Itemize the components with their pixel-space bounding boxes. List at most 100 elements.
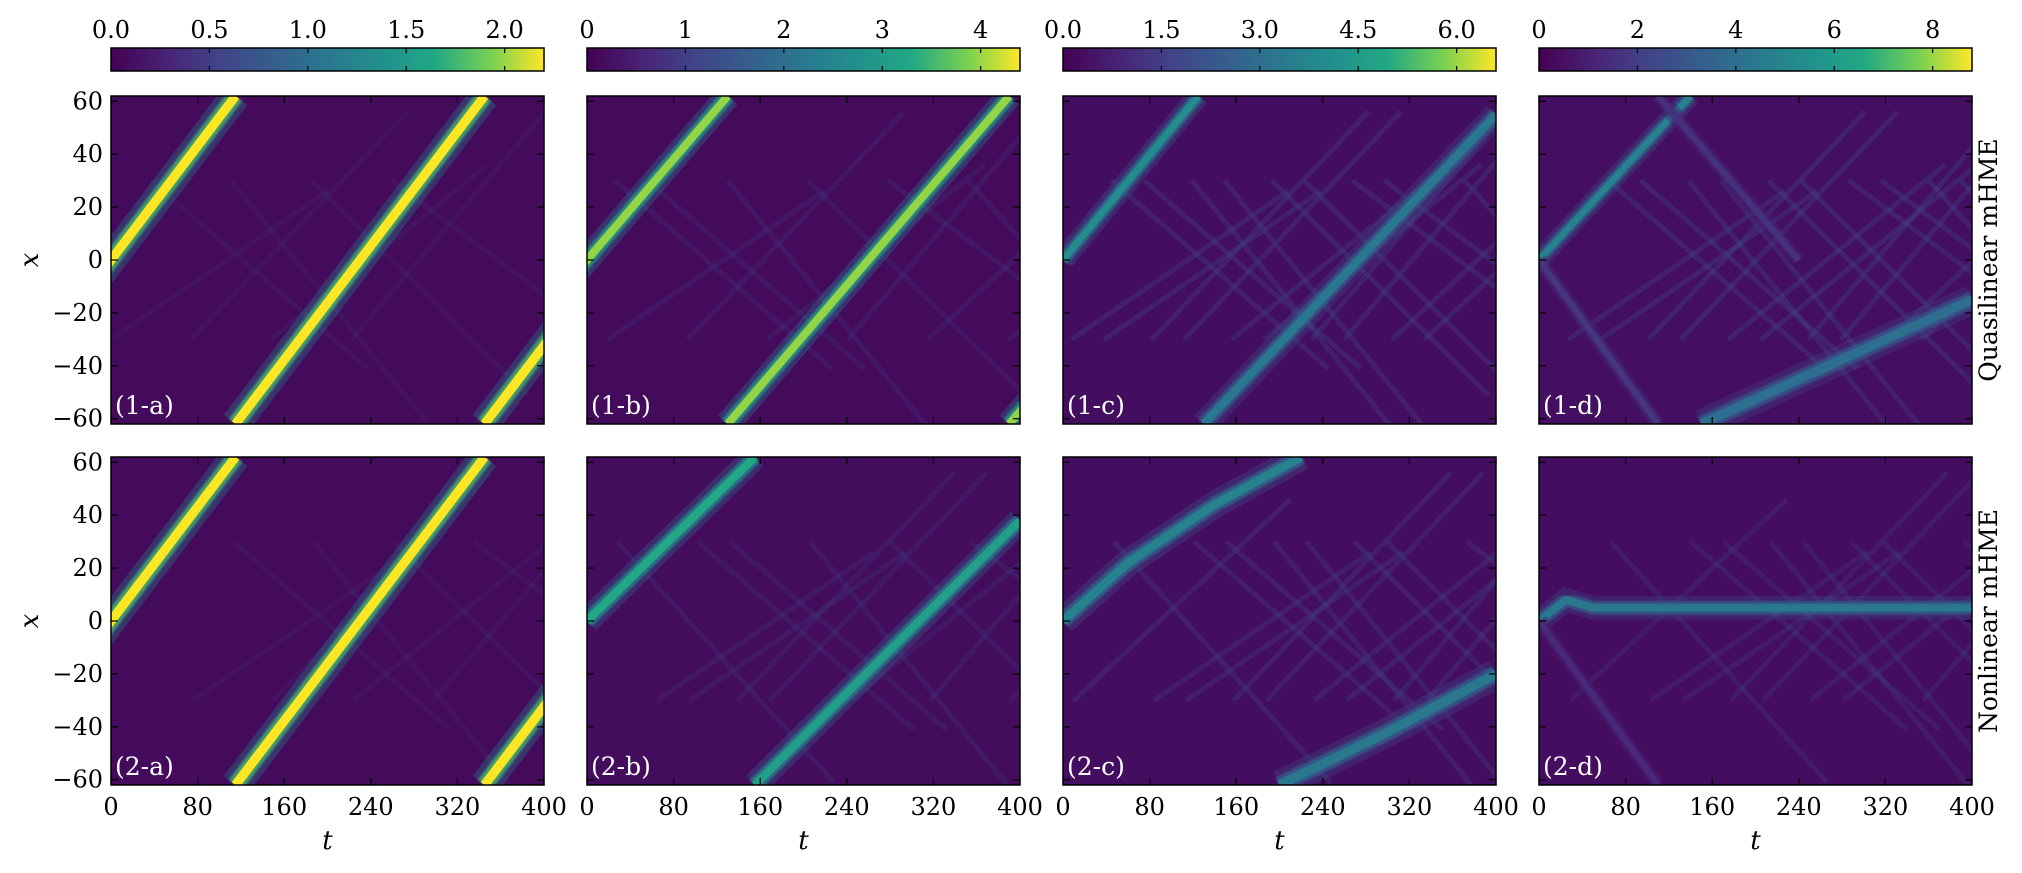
- heatmap-wave-streak: [1352, 539, 1496, 686]
- heatmap-wave-streak: [189, 110, 410, 342]
- heatmap-wave-streak: [1149, 110, 1371, 342]
- colorbar-2: 0 1 2 3 4: [579, 16, 1021, 72]
- heatmap-wave-streak: [1566, 189, 1787, 342]
- colorbar-tick-label: 1.0: [289, 16, 327, 44]
- heatmap-panel-2-c: 0 80 160 240 320 400 (2-c) t: [1055, 456, 1519, 856]
- x-tick-label: 320: [434, 793, 480, 821]
- panel-label: (2-c): [1067, 752, 1125, 781]
- heatmap-wave-streak: [229, 179, 432, 424]
- colorbar-tick-label: 3: [875, 16, 890, 44]
- heatmap-track: [111, 96, 240, 268]
- x-axis-label: t: [322, 826, 333, 856]
- x-tick-label: 0: [579, 793, 594, 821]
- heatmap-wave-streak: [1678, 110, 1900, 342]
- heatmap-track: [587, 96, 731, 267]
- heatmap-wave-streak: [1606, 178, 1827, 371]
- heatmap-wave-streak: [928, 591, 1020, 702]
- heatmap-track: [111, 457, 240, 629]
- heatmap-track: [1200, 111, 1496, 424]
- x-tick-label: 320: [910, 793, 956, 821]
- heatmap-wave-streak: [1304, 540, 1496, 780]
- heatmap-panel-1-b: (1-b): [586, 95, 1021, 425]
- colorbar-3: 0.0 1.5 3.0 4.5 6.0: [1044, 16, 1497, 72]
- x-tick-label: 400: [1949, 793, 1995, 821]
- heatmap-wave-streak: [725, 179, 929, 424]
- heatmap-wave-streak: [966, 178, 1020, 243]
- y-tick-label: 20: [72, 193, 103, 221]
- heatmap-wave-streak: [149, 178, 370, 371]
- heatmap-wave-streak: [1646, 110, 1867, 342]
- x-tick-label: 160: [1689, 793, 1735, 821]
- x-tick-label: 0: [103, 793, 118, 821]
- heatmap-wave-streak: [1070, 189, 1290, 342]
- heatmap-wave-streak: [1390, 239, 1496, 342]
- heatmap-track: [1063, 457, 1304, 625]
- colorbar-tick-label: 4.5: [1339, 16, 1377, 44]
- heatmap-track: [751, 517, 1020, 785]
- heatmap-wave-streak: [1768, 540, 1972, 785]
- colorbar-1: 0.0 0.5 1.0 1.5 2.0: [92, 16, 545, 72]
- heatmap-wave-streak: [1272, 540, 1475, 785]
- heatmap-wave-streak: [1232, 471, 1453, 703]
- x-tick-label: 320: [1862, 793, 1908, 821]
- heatmap-wave-streak: [1270, 178, 1491, 397]
- colorbar-tick-label: 0.5: [190, 16, 228, 44]
- colorbar-tick-label: 0: [1531, 16, 1546, 44]
- heatmap-background: [111, 96, 544, 424]
- heatmap-wave-streak: [1801, 540, 1972, 755]
- heatmap-wave-streak: [1184, 550, 1405, 703]
- heatmap-track: [1063, 96, 1201, 263]
- x-tick-label: 240: [824, 793, 870, 821]
- heatmap-track: [1277, 669, 1496, 785]
- y-tick-label: −20: [52, 299, 103, 327]
- heatmap-wave-streak: [1766, 178, 1972, 386]
- heatmap-track: [1656, 96, 1801, 262]
- heatmap-wave-streak: [389, 178, 544, 298]
- heatmap-background-field: [1063, 96, 1496, 424]
- heatmap-wave-streak: [1686, 179, 1889, 424]
- y-tick-label: −60: [52, 405, 103, 433]
- heatmap-panel-2-a: 0 80 160 240 320 400 60 40 20 0 −20 −40 −60 (2-a) t x: [15, 448, 567, 856]
- heatmap-wave-streak: [1718, 179, 1922, 424]
- heatmap-wave-streak: [728, 539, 949, 732]
- heatmap-wave-streak: [1142, 178, 1363, 371]
- heatmap-wave-streak: [1726, 162, 1947, 342]
- heatmap-wave-streak: [1072, 497, 1293, 703]
- colorbar-tick-label: 1: [678, 16, 693, 44]
- heatmap-background-field: [111, 96, 544, 424]
- heatmap-wave-streak: [1345, 576, 1496, 703]
- heatmap-wave-streak: [655, 550, 876, 703]
- heatmap-wave-streak: [808, 540, 1011, 785]
- heatmap-background-field: [1063, 457, 1496, 785]
- y-tick-label: 60: [72, 448, 103, 476]
- heatmap-wave-streak: [1926, 178, 1972, 233]
- heatmap-wave-streak: [606, 189, 826, 342]
- heatmap-track: [480, 337, 544, 424]
- heatmap-wave-streak: [349, 109, 544, 341]
- colorbar-tick-label: 1.5: [1142, 16, 1180, 44]
- x-tick-label: 0: [1531, 793, 1546, 821]
- heatmap-wave-streak: [1759, 165, 1972, 342]
- heatmap-wave-streak: [695, 539, 916, 732]
- heatmap-track: [1539, 619, 1661, 785]
- heatmap-panel-1-d: (1-d): [1538, 95, 1973, 425]
- heatmap-track: [1539, 595, 1972, 624]
- heatmap-panel-1-a: 60 40 20 0 −20 −40 −60 (1-a) x: [15, 87, 545, 433]
- heatmap-wave-streak: [1799, 178, 1972, 354]
- x-tick-label: 240: [1300, 793, 1346, 821]
- y-tick-label: 0: [88, 246, 103, 274]
- heatmap-wave-streak: [685, 110, 906, 342]
- heatmap-wave-streak: [806, 178, 1020, 395]
- colorbar-tick-label: 3.0: [1241, 16, 1279, 44]
- heatmap-background-field: [111, 457, 544, 785]
- y-tick-label: 0: [88, 607, 103, 635]
- heatmap-wave-streak: [1849, 539, 1972, 666]
- heatmap-track: [724, 96, 1013, 424]
- colorbar-tick-label: 0: [579, 16, 594, 44]
- heatmap-wave-streak: [1222, 179, 1425, 424]
- x-tick-label: 400: [521, 793, 567, 821]
- heatmap-wave-streak: [1264, 471, 1485, 703]
- heatmap-wave-streak: [1681, 550, 1901, 703]
- x-tick-label: 160: [261, 793, 307, 821]
